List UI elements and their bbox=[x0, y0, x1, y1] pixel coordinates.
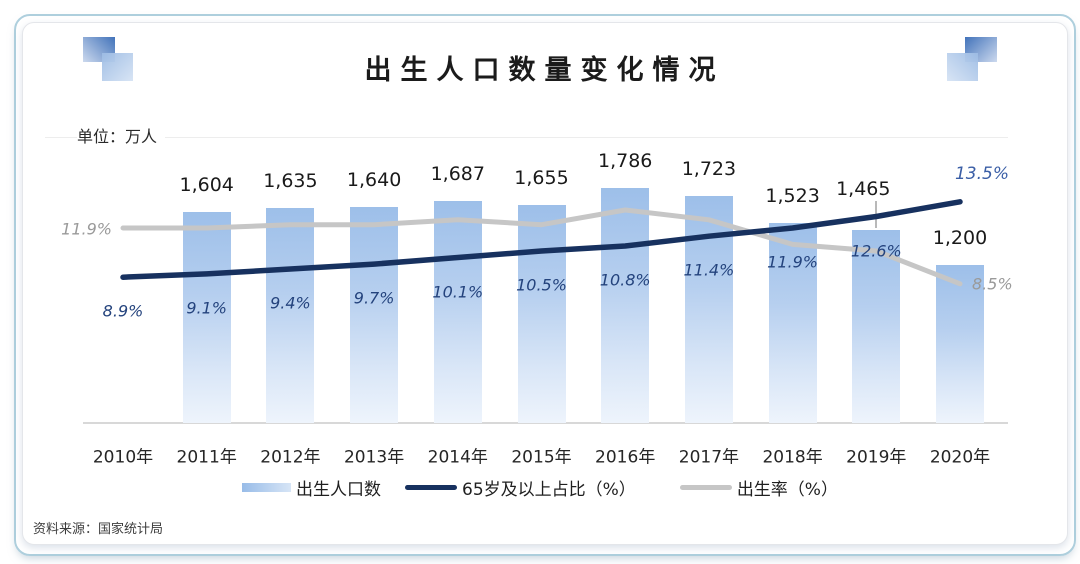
bar-2013年 bbox=[350, 207, 399, 423]
legend-bar-swatch bbox=[242, 482, 292, 492]
legend-label-elderly: 65岁及以上占比（%） bbox=[462, 479, 636, 500]
legend-elderly-line-swatch bbox=[405, 484, 458, 490]
card-outer-border bbox=[14, 14, 1076, 556]
bar-2019年 bbox=[852, 230, 901, 423]
bar-2011年 bbox=[182, 212, 231, 423]
logo-left bbox=[83, 36, 135, 82]
chart-title: 出生人口数量变化情况 bbox=[364, 55, 725, 86]
legend-item-birthrate: 出生率（%） bbox=[679, 475, 838, 500]
bar-2020年 bbox=[936, 265, 984, 423]
legend-item-births: 出生人口数 bbox=[242, 475, 381, 500]
legend-label-birthrate: 出生率（%） bbox=[736, 479, 838, 500]
legend-item-elderly: 65岁及以上占比（%） bbox=[405, 475, 636, 500]
unit-label: 单位：万人 bbox=[77, 123, 166, 147]
bar-2016年 bbox=[601, 188, 650, 423]
bar-2012年 bbox=[266, 207, 315, 423]
bar-2018年 bbox=[768, 222, 817, 423]
legend: 出生人口数 65岁及以上占比（%） 出生率（%） bbox=[0, 474, 1080, 500]
birthrate-line bbox=[120, 207, 963, 287]
logo-light-square-icon bbox=[102, 53, 133, 81]
source-note: 资料来源：国家统计局 bbox=[33, 522, 164, 537]
legend-birthrate-line-swatch bbox=[679, 484, 732, 490]
plot-top-gridline bbox=[45, 137, 1008, 138]
elderly-share-line bbox=[120, 199, 963, 280]
bar-2014年 bbox=[433, 201, 482, 423]
legend-label-births: 出生人口数 bbox=[296, 479, 382, 500]
bar-2015年 bbox=[517, 205, 566, 423]
